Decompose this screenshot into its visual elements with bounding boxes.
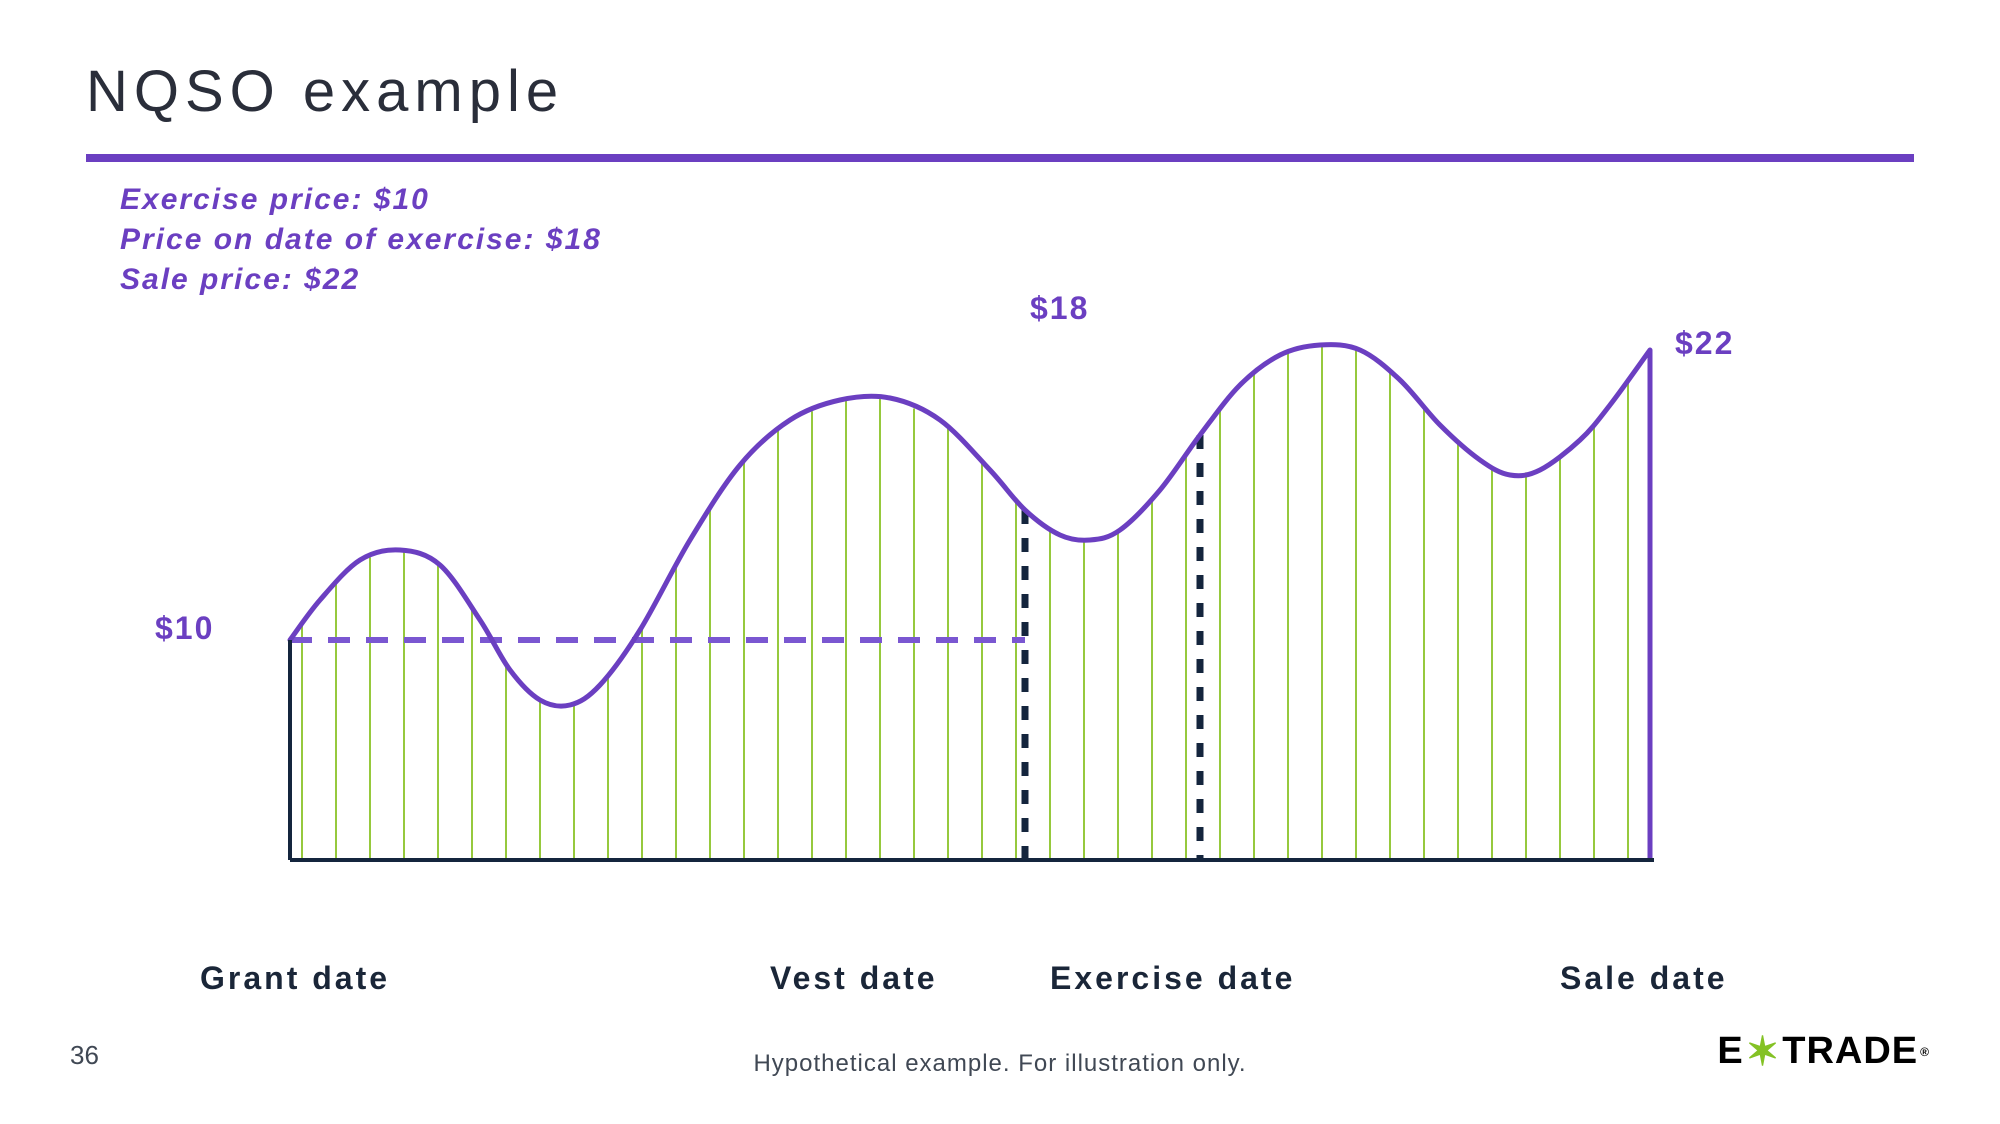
price-info-block: Exercise price: $10 Price on date of exe…	[120, 180, 602, 300]
axis-label: Exercise date	[1050, 960, 1295, 997]
footer-note: Hypothetical example. For illustration o…	[0, 1050, 2000, 1078]
title-rule	[86, 154, 1914, 162]
chart-container	[90, 310, 1910, 880]
info-line-2: Price on date of exercise: $18	[120, 220, 602, 260]
logo-left: E	[1717, 1030, 1743, 1073]
logo-right: TRADE	[1782, 1030, 1918, 1073]
price-label: $18	[1030, 290, 1089, 327]
axis-label: Vest date	[770, 960, 938, 997]
axis-labels-row: Grant date Vest date Exercise date Sale dat…	[0, 960, 2000, 1010]
etrade-logo: E ✶ TRADE ®	[1717, 1030, 1930, 1073]
price-label: $22	[1675, 325, 1734, 362]
info-line-1: Exercise price: $10	[120, 180, 602, 220]
page-title: NQSO example	[86, 58, 564, 125]
price-label: $10	[155, 610, 214, 647]
price-chart	[90, 310, 1910, 880]
logo-registered-icon: ®	[1920, 1045, 1930, 1059]
info-line-3: Sale price: $22	[120, 260, 602, 300]
axis-label: Grant date	[200, 960, 390, 997]
axis-label: Sale date	[1560, 960, 1728, 997]
